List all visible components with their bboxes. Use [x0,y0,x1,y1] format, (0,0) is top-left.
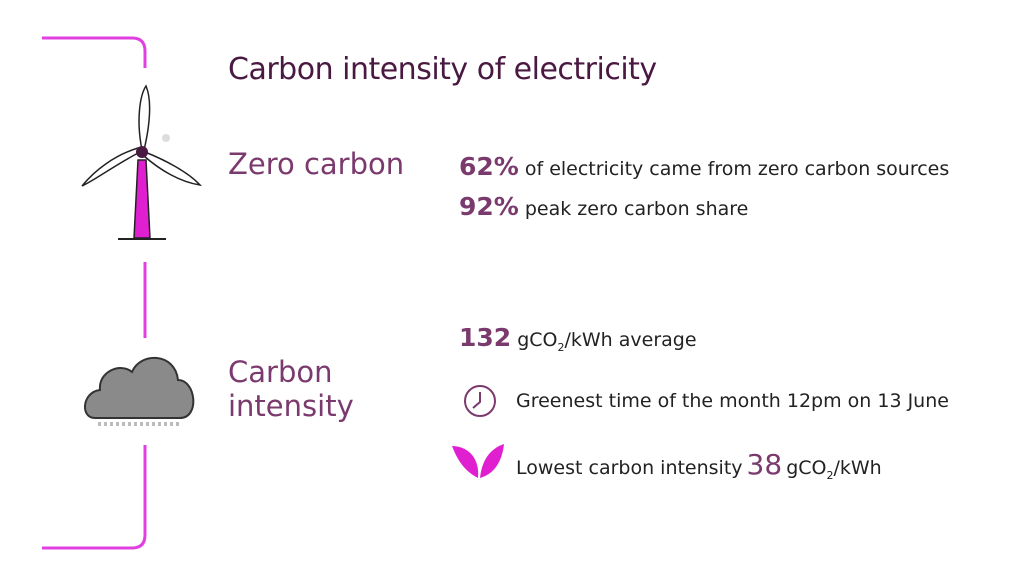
title: Carbon intensity of electricity [228,52,657,87]
bracket-top [42,36,147,68]
leaf-icon [452,444,504,478]
unit: gCO [517,329,558,351]
stat-text: Lowest carbon intensity [516,457,743,479]
clock-icon [464,385,496,417]
cloud-icon [84,357,195,426]
stat: 92% peak zero carbon share [459,192,748,221]
stat: Lowest carbon intensity 38 gCO2/kWh [516,448,882,482]
stat-value: 92% [459,192,519,221]
bracket-bottom [42,445,147,550]
section-label: Carbon intensity [228,355,354,423]
stat-value: 132 [459,323,512,352]
unit-subscript: 2 [826,468,834,482]
stat: 132 gCO2/kWh average [459,323,697,354]
stat-text: /kWh average [564,329,697,351]
stat-value: 62% [459,152,519,181]
stat-text: peak zero carbon share [524,198,749,220]
unit: gCO [786,457,827,479]
stat-text: of electricity came from zero carbon sou… [524,158,950,180]
greenest-time: Greenest time of the month 12pm on 13 Ju… [516,390,949,412]
stat: 62% of electricity came from zero carbon … [459,152,949,181]
turbine-icon [81,84,202,240]
unit-subscript: 2 [557,340,565,354]
unit: /kWh [833,457,882,479]
stat-value: 38 [746,448,783,481]
section-label: Zero carbon [228,147,405,181]
